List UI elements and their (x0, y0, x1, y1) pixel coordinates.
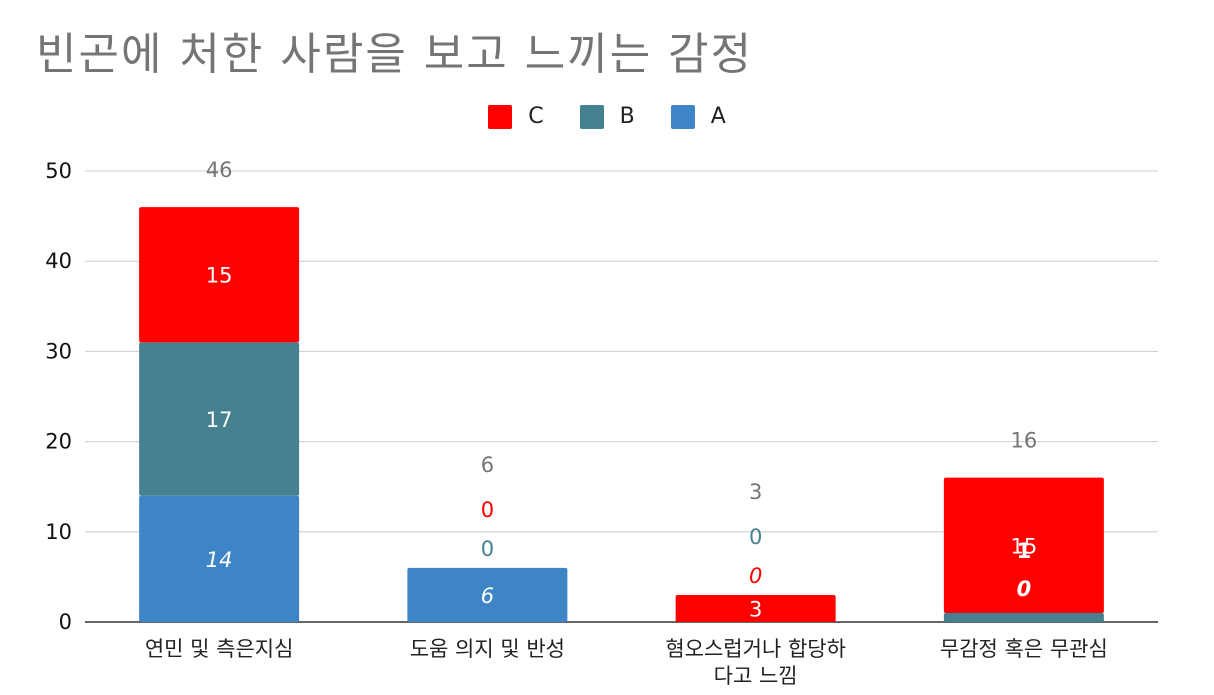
bar-segment-b (943, 612, 1104, 622)
legend-item-b: B (579, 104, 635, 129)
data-label-a: 0 (1017, 577, 1032, 601)
legend-label: C (528, 104, 544, 129)
legend-swatch (579, 104, 604, 129)
data-label-b: 1 (1017, 539, 1032, 563)
x-category-label: 도움 의지 및 반성 (410, 637, 565, 661)
y-tick-label: 40 (45, 249, 72, 273)
legend-item-c: C (488, 104, 544, 129)
data-label-c: 0 (481, 498, 494, 522)
legend-swatch (670, 104, 695, 129)
y-tick-label: 30 (45, 339, 72, 363)
data-label-b: 17 (206, 408, 233, 432)
data-label-a: 0 (749, 564, 762, 588)
total-label: 46 (206, 158, 233, 182)
legend-label: A (710, 104, 726, 129)
bar-segment-c (943, 477, 1104, 613)
data-label-b: 0 (749, 525, 762, 549)
total-label: 3 (749, 480, 762, 504)
total-label: 6 (481, 453, 494, 477)
bar-segment-b (139, 342, 300, 496)
y-tick-label: 50 (45, 159, 72, 183)
y-tick-label: 0 (59, 610, 72, 634)
data-label-a: 6 (481, 584, 494, 608)
x-category-label: 연민 및 측은지심 (145, 637, 294, 661)
data-label-c: 15 (1011, 534, 1038, 558)
data-label-a: 14 (206, 548, 233, 572)
bar-segment-a (139, 495, 300, 622)
y-tick-label: 20 (45, 430, 72, 454)
y-tick-label: 10 (45, 520, 72, 544)
x-category-label: 무감정 혹은 무관심 (940, 637, 1108, 661)
bar-segment-c (139, 207, 300, 343)
bar-segment-c (675, 594, 836, 622)
legend-label: B (619, 104, 635, 129)
total-label: 16 (1011, 429, 1038, 453)
x-category-label: 다고 느낌 (714, 664, 798, 688)
chart-title: 빈곤에 처한 사람을 보고 느끼는 감정 (36, 29, 754, 80)
bar-segment-a (407, 567, 568, 622)
legend-swatch (488, 104, 513, 129)
data-label-c: 3 (749, 597, 762, 621)
data-label-b: 0 (481, 537, 494, 561)
data-label-c: 15 (206, 264, 233, 288)
legend-item-a: A (670, 104, 726, 129)
x-category-label: 혐오스럽거나 합당하 (665, 637, 846, 661)
